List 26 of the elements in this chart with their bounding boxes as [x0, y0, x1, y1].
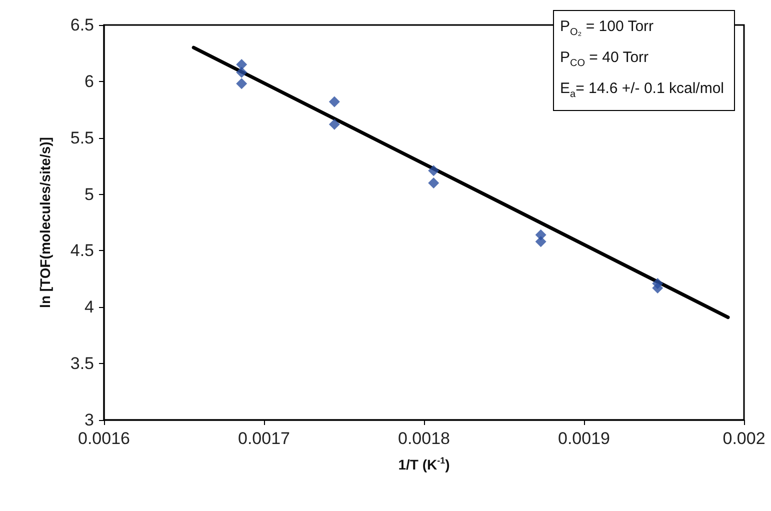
point	[428, 165, 440, 176]
x-tick-label: 0.0017	[238, 429, 290, 448]
point	[535, 236, 546, 248]
annotation: E$_{a}$= 14.6 +/- 0.1 kcal/mol	[560, 80, 724, 100]
annotation: P$_{O₂}$ = 100 Torr	[560, 18, 654, 38]
x-tick-label: 0.002	[722, 429, 766, 448]
y-tick-label: 3.5	[70, 354, 94, 374]
y-tick-label: 6.5	[70, 16, 94, 34]
annotation: P$_{CO}$ = 40 Torr	[560, 49, 649, 69]
point	[652, 282, 664, 294]
point	[328, 118, 340, 130]
y-tick-label: 4.5	[70, 241, 94, 260]
point	[428, 178, 440, 188]
point	[328, 96, 340, 108]
point	[236, 66, 248, 78]
y-tick-label: 6	[84, 72, 94, 91]
y-tick-label: 5	[84, 184, 94, 204]
x-tick-label: 0.0019	[558, 429, 610, 448]
y-axis-title: ln [TOF(molecules/site/s)]	[37, 137, 53, 308]
y-tick-label: 3	[84, 410, 94, 430]
y-tick-label: 4	[84, 298, 94, 317]
x-tick-label: 0.0016	[78, 429, 130, 448]
point	[236, 59, 248, 70]
y-tick-label: 5.5	[70, 128, 94, 148]
x-tick-label: 0.0018	[398, 429, 450, 448]
point	[236, 78, 248, 90]
